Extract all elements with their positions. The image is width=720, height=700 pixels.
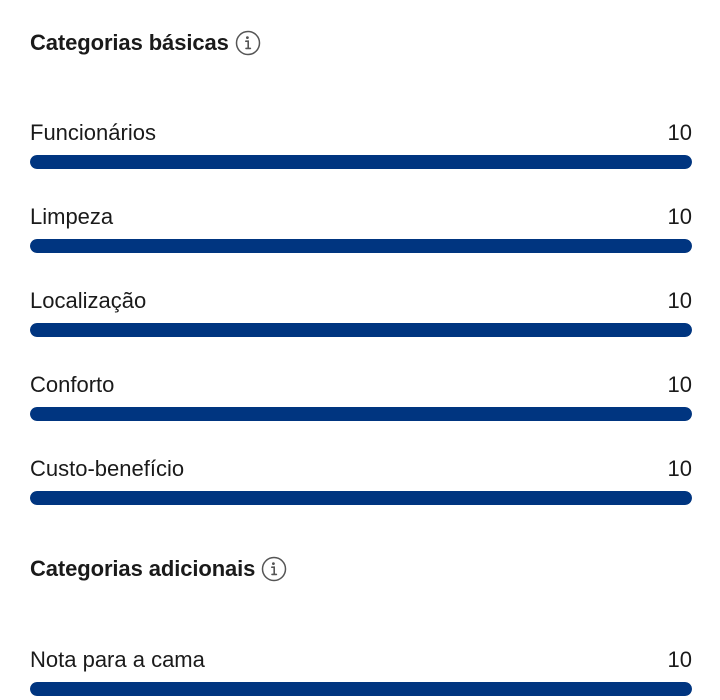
score-row-funcionarios: Funcionários 10 — [30, 119, 692, 169]
score-bar-track — [30, 491, 692, 505]
section-header-additional: Categorias adicionais — [30, 554, 287, 584]
score-bar-fill — [30, 239, 692, 253]
score-value: 10 — [667, 647, 692, 672]
score-value: 10 — [667, 204, 692, 229]
info-icon[interactable] — [261, 556, 287, 582]
score-bar-fill — [30, 491, 692, 505]
score-value: 10 — [667, 372, 692, 397]
section-title: Categorias básicas — [30, 30, 229, 55]
score-value: 10 — [667, 120, 692, 145]
score-bar-track — [30, 682, 692, 696]
score-bar-track — [30, 323, 692, 337]
score-row-conforto: Conforto 10 — [30, 371, 692, 421]
score-bar-fill — [30, 407, 692, 421]
score-bar-track — [30, 239, 692, 253]
score-value: 10 — [667, 288, 692, 313]
score-bar-fill — [30, 323, 692, 337]
score-row-nota-cama: Nota para a cama 10 — [30, 646, 692, 696]
score-label: Nota para a cama — [30, 647, 205, 672]
score-bar-track — [30, 407, 692, 421]
score-label: Localização — [30, 288, 147, 313]
score-label: Limpeza — [30, 204, 114, 229]
score-bar-fill — [30, 155, 692, 169]
section-header-basic: Categorias básicas — [30, 28, 261, 58]
score-label: Conforto — [30, 372, 115, 397]
score-row-localizacao: Localização 10 — [30, 287, 692, 337]
section-title: Categorias adicionais — [30, 556, 256, 581]
score-row-custo-beneficio: Custo-benefício 10 — [30, 455, 692, 505]
score-bar-fill — [30, 682, 692, 696]
score-value: 10 — [667, 456, 692, 481]
info-icon[interactable] — [235, 30, 261, 56]
score-bar-track — [30, 155, 692, 169]
score-label: Funcionários — [30, 120, 156, 145]
score-label: Custo-benefício — [30, 456, 185, 481]
score-row-limpeza: Limpeza 10 — [30, 203, 692, 253]
